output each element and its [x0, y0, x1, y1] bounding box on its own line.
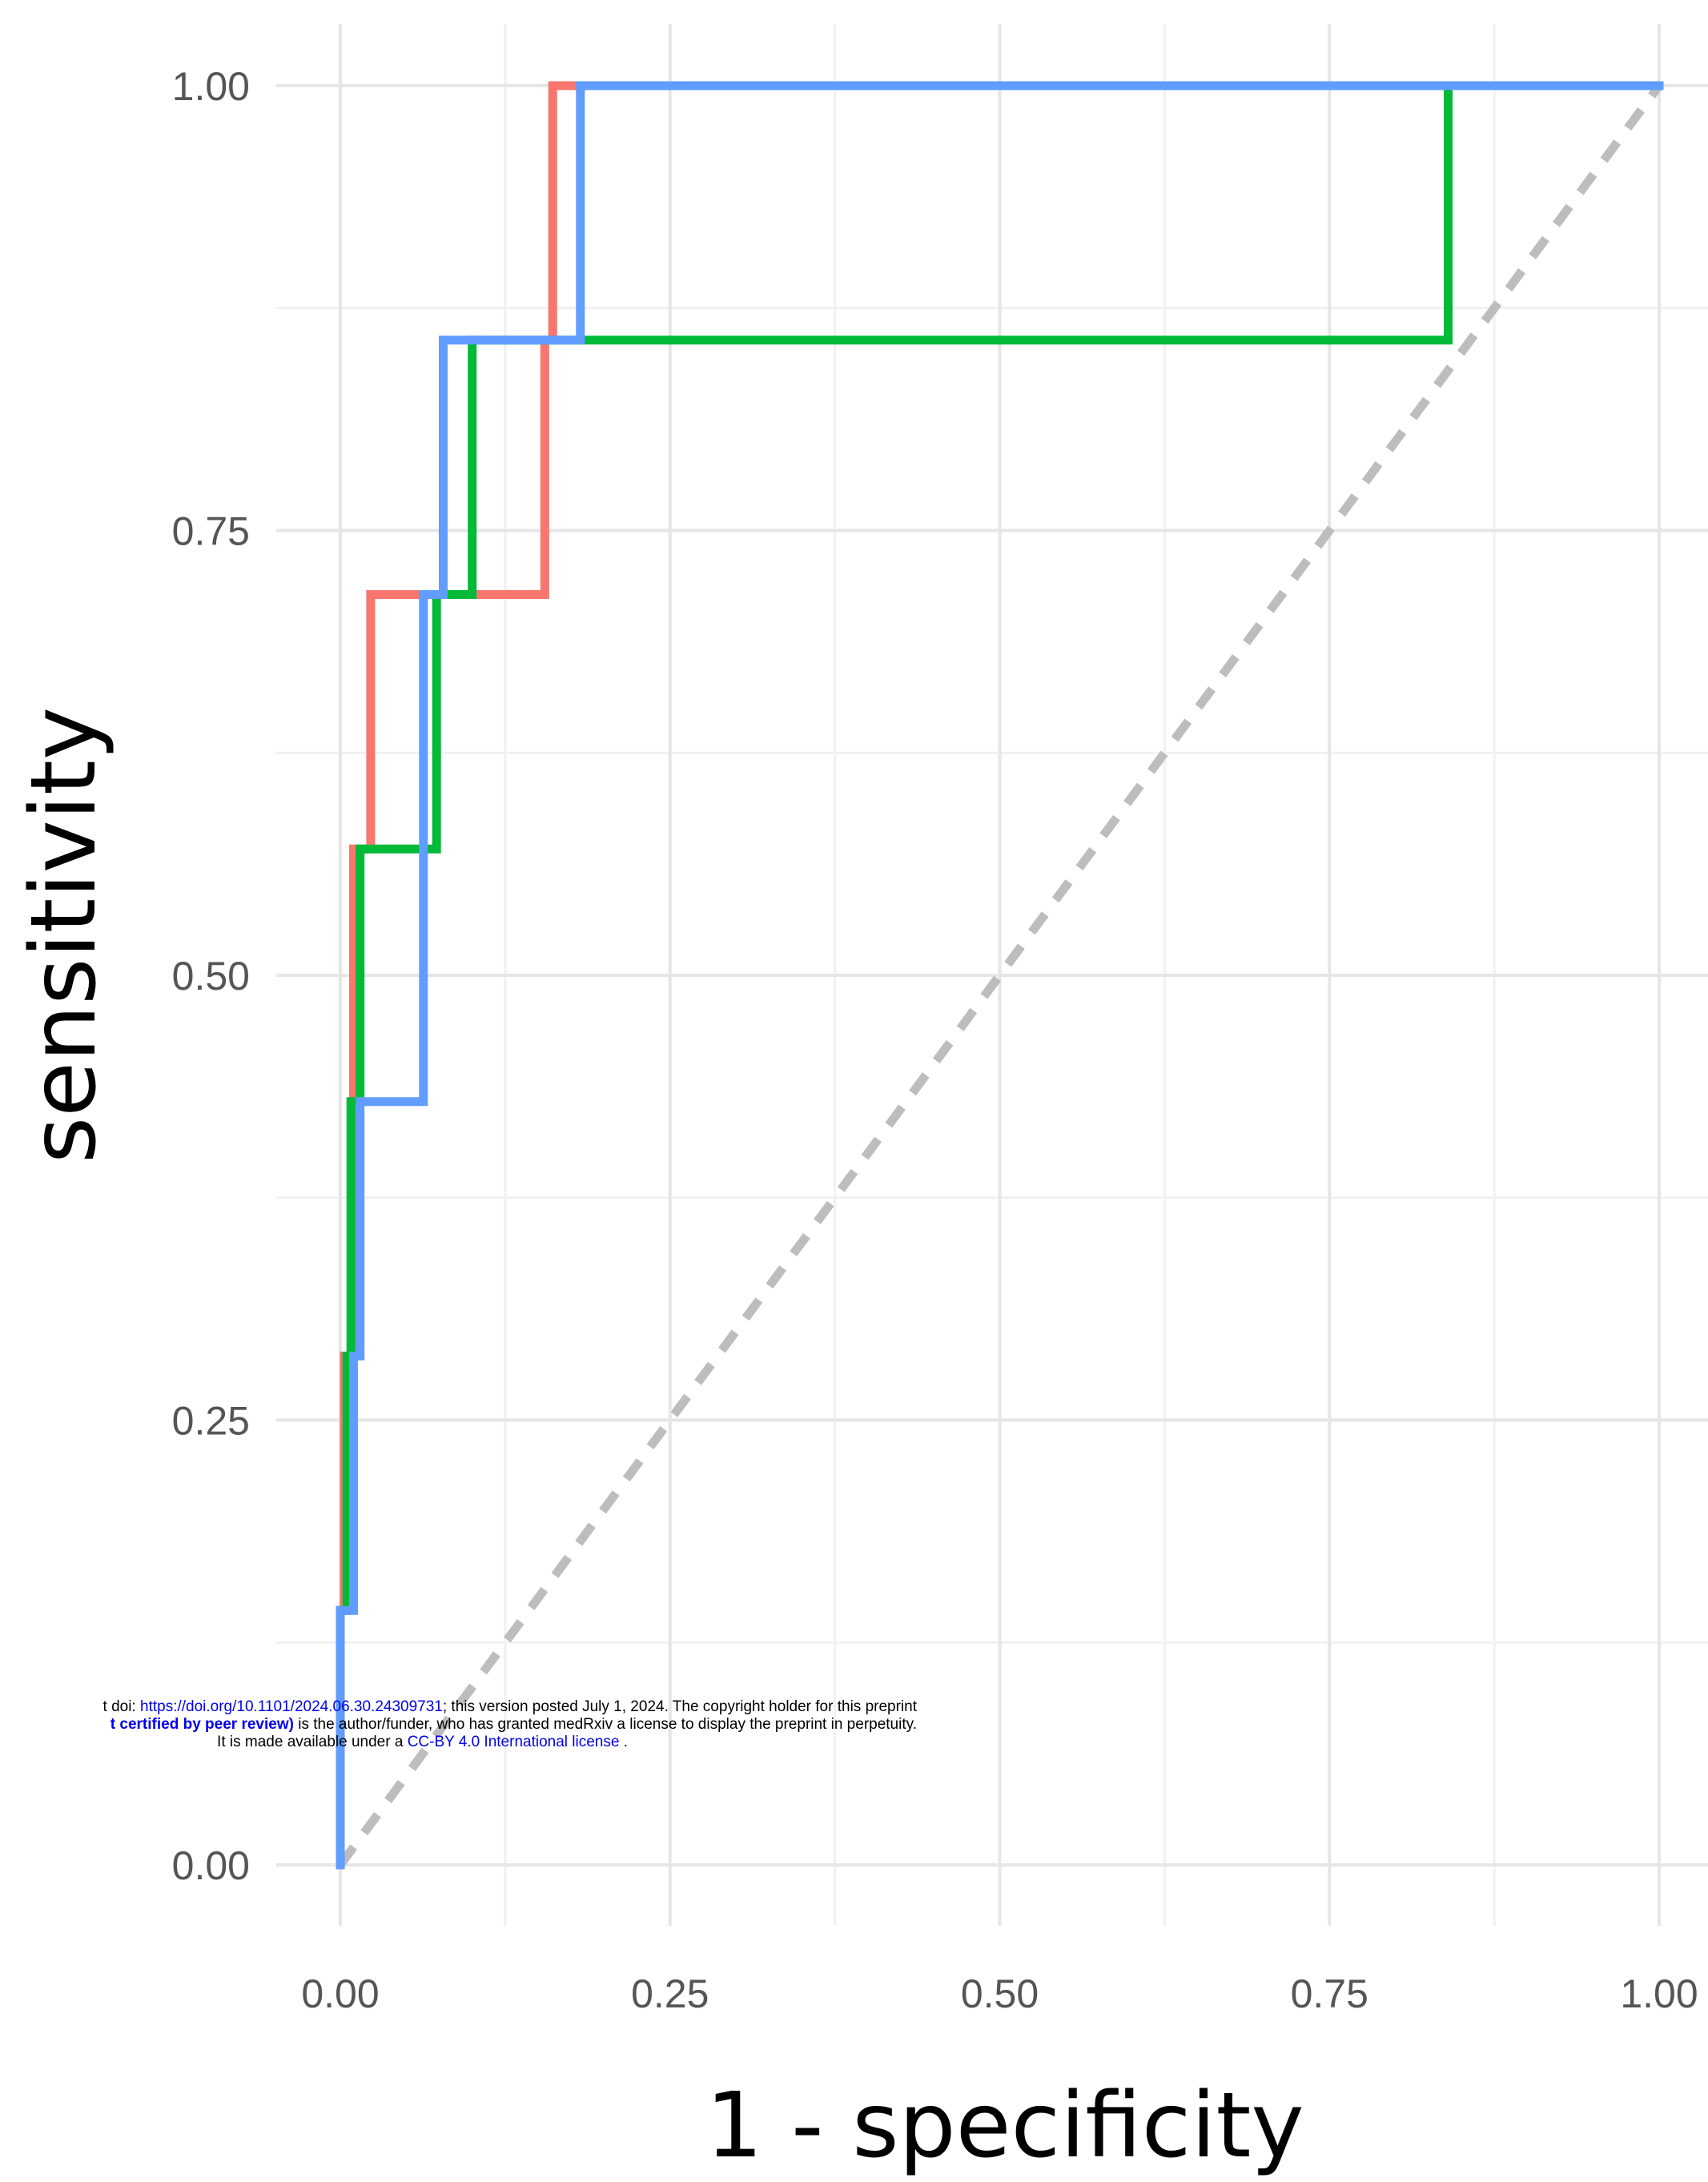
watermark-line-2: t certified by peer review) is the autho…	[103, 1716, 917, 1734]
watermark-line-1: t doi: https://doi.org/10.1101/2024.06.3…	[103, 1698, 917, 1716]
y-tick-label: 0.00	[172, 1843, 250, 1888]
roc-curve-series-3	[336, 81, 1664, 1870]
roc-curve-series-2	[336, 81, 1664, 1870]
reference-diagonal-line	[336, 82, 1663, 1868]
watermark-doi-prefix: t doi:	[102, 1698, 140, 1715]
watermark-doi-link[interactable]: https://doi.org/10.1101/2024.06.30.24309…	[140, 1698, 443, 1715]
y-axis-tick-labels: 0.00 0.25 0.50 0.75 1.00	[172, 64, 250, 1888]
x-axis-title: 1 - specificity	[705, 2074, 1304, 2178]
preprint-watermark-line-3: It is made available under a CC-BY 4.0 I…	[217, 1734, 628, 1751]
preprint-watermark: t doi: https://doi.org/10.1101/2024.06.3…	[103, 1698, 917, 1734]
x-tick-label: 0.75	[1291, 1971, 1368, 2016]
y-axis-title: sensitivity	[12, 707, 116, 1163]
watermark-peer-review-note: t certified by peer review)	[110, 1716, 294, 1733]
roc-series-group	[336, 81, 1664, 1870]
x-tick-label: 0.25	[631, 1971, 709, 2016]
x-tick-label: 0.00	[301, 1971, 379, 2016]
y-tick-label: 1.00	[172, 64, 250, 109]
watermark-doi-suffix: ; this version posted July 1, 2024. The …	[442, 1698, 917, 1715]
x-tick-label: 0.50	[961, 1971, 1039, 2016]
x-axis-tick-labels: 0.00 0.25 0.50 0.75 1.00	[301, 1971, 1698, 2016]
watermark-license-link[interactable]: CC-BY 4.0 International license	[407, 1734, 620, 1750]
reference-diagonal	[336, 82, 1663, 1868]
watermark-license-text: is the author/funder, who has granted me…	[293, 1716, 917, 1733]
y-tick-label: 0.50	[172, 954, 250, 999]
y-tick-label: 0.75	[172, 509, 250, 554]
watermark-license-suffix: .	[619, 1734, 628, 1750]
watermark-license-prefix: It is made available under a	[217, 1734, 408, 1750]
y-tick-label: 0.25	[172, 1399, 250, 1444]
x-tick-label: 1.00	[1620, 1971, 1698, 2016]
